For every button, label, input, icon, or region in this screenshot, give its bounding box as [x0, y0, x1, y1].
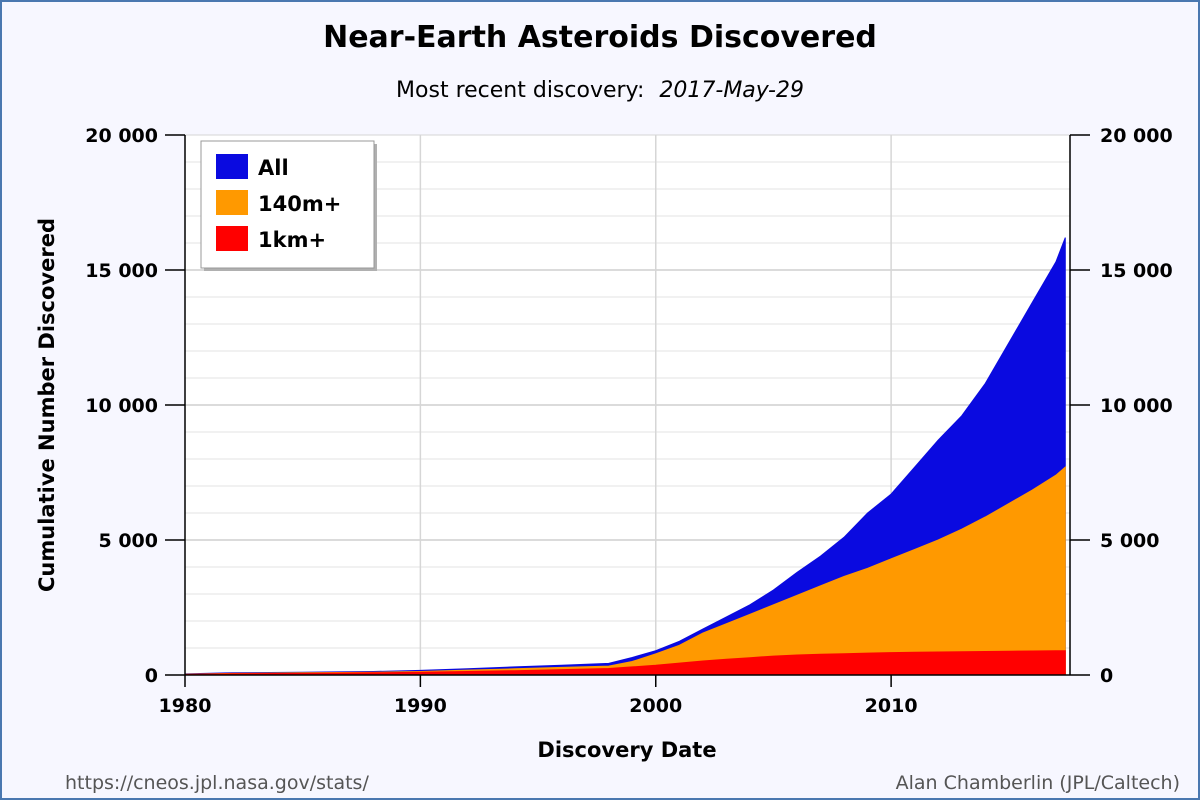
- axes: [165, 134, 1090, 687]
- y-tick-label-left: 0: [145, 665, 158, 687]
- area-series-1km: [184, 650, 1066, 676]
- legend-label-140m: 140m+: [258, 192, 341, 216]
- y-tick-label-left: 20 000: [85, 125, 158, 147]
- subtitle-date: 2017-May-29: [659, 78, 804, 103]
- y-tick-label-right: 5 000: [1100, 530, 1160, 552]
- area-series-group: [184, 237, 1066, 676]
- x-axis-title: Discovery Date: [537, 738, 716, 762]
- area-series-140m: [184, 466, 1066, 676]
- y-tick-label-right: 0: [1100, 665, 1113, 687]
- x-tick-label: 1980: [159, 695, 212, 717]
- x-tick-label: 2000: [629, 695, 682, 717]
- y-tick-label-left: 15 000: [85, 260, 158, 282]
- x-tick-label: 1990: [394, 695, 447, 717]
- area-series-all: [184, 237, 1066, 676]
- subtitle-prefix: Most recent discovery:: [396, 78, 644, 103]
- legend-swatch-1km: [216, 226, 248, 251]
- y-tick-label-right: 10 000: [1100, 395, 1173, 417]
- legend-swatch-all: [216, 154, 248, 179]
- y-tick-label-left: 5 000: [99, 530, 159, 552]
- legend: All 140m+ 1km+: [200, 140, 377, 271]
- legend-swatch-140m: [216, 190, 248, 215]
- footer-source-url: https://cneos.jpl.nasa.gov/stats/: [65, 772, 369, 794]
- footer-credit: Alan Chamberlin (JPL/Caltech): [896, 772, 1180, 794]
- legend-label-all: All: [258, 156, 289, 180]
- y-tick-label-left: 10 000: [85, 395, 158, 417]
- x-tick-label: 2010: [865, 695, 918, 717]
- chart-subtitle: Most recent discovery: 2017-May-29: [396, 78, 804, 103]
- y-tick-label-right: 15 000: [1100, 260, 1173, 282]
- y-tick-label-right: 20 000: [1100, 125, 1173, 147]
- chart-title: Near-Earth Asteroids Discovered: [323, 20, 877, 55]
- legend-label-1km: 1km+: [258, 228, 326, 252]
- y-axis-title: Cumulative Number Discovered: [35, 218, 59, 592]
- tick-labels: 0 0 5 000 5 000 10 000 10 000 15 000 15 000 20 0…: [85, 125, 1172, 717]
